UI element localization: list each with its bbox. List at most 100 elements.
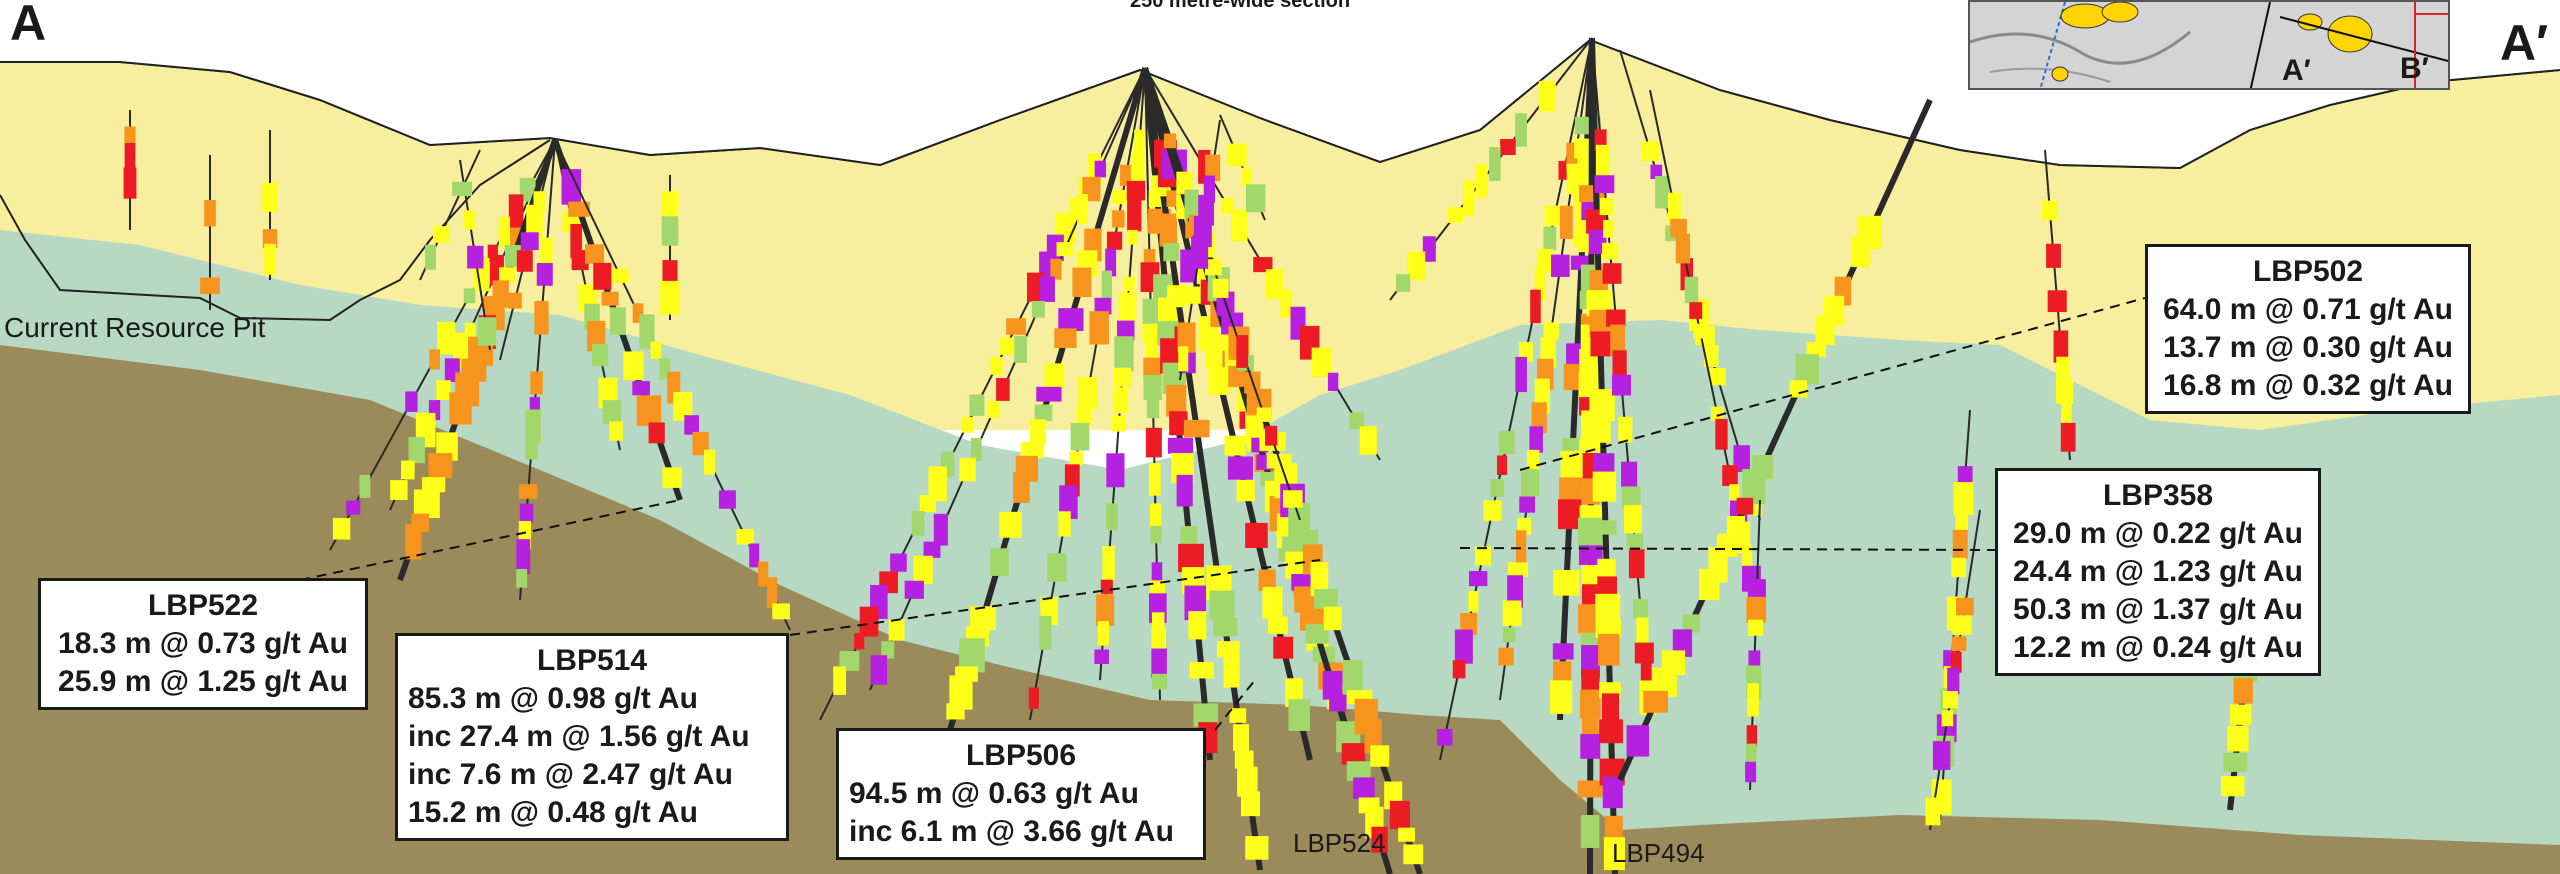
assay-interval — [1150, 525, 1162, 544]
assay-interval — [1069, 197, 1080, 219]
assay-interval — [1636, 617, 1649, 644]
assay-interval — [2046, 243, 2061, 268]
collar-label-lbp494: LBP494 — [1612, 838, 1705, 868]
assay-interval — [1543, 226, 1557, 251]
callout-title: LBP506 — [965, 739, 1077, 772]
assay-interval — [684, 415, 699, 435]
callout-title: LBP522 — [147, 589, 259, 622]
assay-interval — [1925, 797, 1941, 826]
inset-map-graphic — [1970, 2, 2448, 88]
assay-interval — [1234, 750, 1254, 769]
assay-interval — [1240, 167, 1252, 186]
section-label-right: A′ — [2500, 15, 2549, 71]
assay-interval — [949, 675, 973, 710]
assay-interval — [611, 268, 629, 283]
assay-interval — [1113, 367, 1131, 387]
assay-interval — [464, 322, 476, 338]
assay-interval — [428, 453, 453, 479]
assay-interval — [1684, 276, 1699, 304]
assay-interval — [1146, 393, 1160, 419]
assay-interval — [2233, 678, 2253, 704]
assay-interval — [1228, 366, 1250, 387]
inset-label-b: B′ — [2400, 52, 2429, 85]
assay-interval — [839, 651, 860, 671]
assay-interval — [718, 490, 736, 509]
inset-label-a: A′ — [2282, 54, 2311, 87]
assay-interval — [1655, 176, 1670, 209]
assay-interval — [1736, 497, 1754, 515]
assay-interval — [1343, 660, 1363, 695]
assay-interval — [1159, 213, 1177, 247]
assay-interval — [1746, 596, 1767, 623]
assay-interval — [390, 480, 408, 500]
assay-interval — [1282, 490, 1303, 508]
assay-interval — [987, 400, 1001, 419]
assay-interval — [1227, 143, 1247, 167]
assay-interval — [1176, 474, 1193, 507]
assay-interval — [1314, 588, 1338, 609]
assay-interval — [736, 529, 755, 545]
assay-interval — [1285, 551, 1307, 579]
assay-interval — [1550, 680, 1573, 714]
assay-interval — [1097, 621, 1109, 646]
assay-interval — [1039, 276, 1055, 302]
assay-interval — [990, 357, 1003, 375]
assay-interval — [1209, 590, 1235, 620]
assay-interval — [1795, 354, 1819, 385]
assay-interval — [1597, 558, 1616, 578]
assay-interval — [1176, 171, 1193, 195]
assay-interval — [1594, 175, 1615, 194]
assay-interval — [1006, 318, 1027, 335]
assay-interval — [662, 467, 683, 488]
assay-interval — [1516, 530, 1527, 566]
assay-interval — [1256, 407, 1272, 422]
callout-line: inc 27.4 m @ 1.56 g/t Au — [408, 720, 750, 753]
assay-interval — [602, 400, 622, 424]
assay-interval — [1742, 468, 1766, 505]
assay-interval — [1526, 449, 1540, 473]
assay-interval — [1047, 553, 1067, 582]
assay-interval — [1507, 575, 1524, 608]
assay-interval — [1748, 619, 1764, 636]
assay-interval — [1595, 593, 1621, 625]
assay-interval — [525, 436, 538, 460]
assay-interval — [1398, 827, 1415, 842]
assay-interval — [1229, 708, 1247, 723]
assay-interval — [1029, 419, 1047, 444]
assay-interval — [1618, 416, 1633, 443]
assay-interval — [1595, 144, 1610, 179]
assay-interval — [1952, 615, 1972, 635]
assay-interval — [1612, 350, 1627, 376]
assay-interval — [449, 392, 472, 425]
assay-interval — [1058, 511, 1071, 537]
assay-interval — [1142, 298, 1160, 329]
assay-interval — [1193, 703, 1219, 727]
assay-interval — [519, 484, 538, 499]
assay-interval — [758, 561, 769, 587]
assay-interval — [1134, 129, 1145, 159]
assay-interval — [1143, 249, 1156, 269]
assay-interval — [1076, 405, 1092, 425]
assay-interval — [1056, 242, 1074, 257]
callout-line: 16.8 m @ 0.32 g/t Au — [2163, 369, 2453, 402]
assay-interval — [632, 381, 651, 396]
assay-interval — [1602, 242, 1619, 260]
assay-interval — [772, 603, 790, 620]
assay-interval — [1120, 164, 1133, 186]
assay-interval — [1460, 613, 1478, 635]
assay-interval — [1956, 597, 1974, 616]
assay-interval — [1258, 569, 1276, 592]
assay-interval — [124, 126, 136, 146]
assay-interval — [1586, 209, 1609, 234]
assay-interval — [2060, 422, 2076, 452]
assay-interval — [516, 539, 531, 574]
assay-interval — [1245, 184, 1266, 213]
assay-interval — [1521, 469, 1540, 497]
assay-interval — [436, 380, 451, 401]
assay-interval — [1599, 719, 1623, 744]
assay-interval — [508, 194, 524, 228]
assay-interval — [1245, 836, 1269, 860]
assay-interval — [1077, 194, 1089, 225]
assay-interval — [1594, 408, 1611, 443]
